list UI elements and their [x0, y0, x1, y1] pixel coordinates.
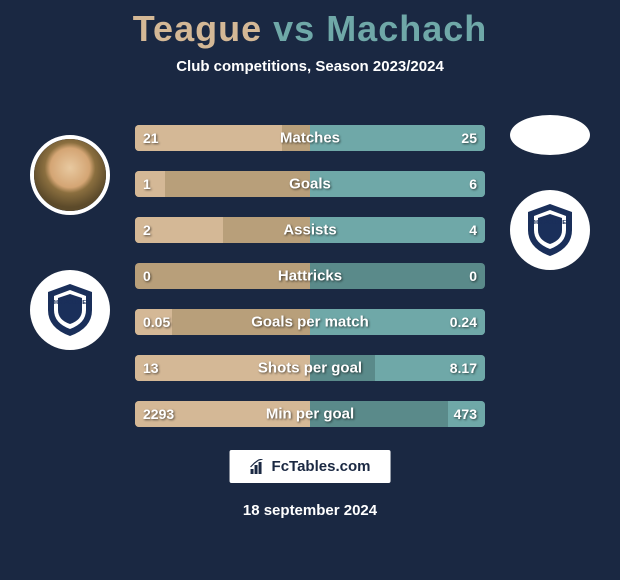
stat-left-value: 0.05 [143, 314, 170, 330]
chart-icon [250, 459, 266, 475]
player2-name: Machach [326, 8, 487, 49]
player2-avatar [510, 115, 590, 155]
footer-date: 18 september 2024 [243, 502, 377, 519]
stat-right-value: 0.24 [450, 314, 477, 330]
club-crest-icon: MELBOURNE [40, 280, 100, 340]
stats-bars: 21 25 Matches 1 6 Goals 2 4 Assists 0 0 Hattricks 0.… [135, 125, 485, 447]
stat-label: Min per goal [266, 406, 354, 423]
player1-face [34, 139, 106, 211]
player2-club-badge: MELBOURNE [510, 190, 590, 270]
stat-row: 2293 473 Min per goal [135, 401, 485, 427]
stat-row: 0 0 Hattricks [135, 263, 485, 289]
stat-row: 13 8.17 Shots per goal [135, 355, 485, 381]
stat-row: 1 6 Goals [135, 171, 485, 197]
stat-right-value: 0 [469, 268, 477, 284]
stat-left-value: 0 [143, 268, 151, 284]
stat-label: Assists [283, 222, 336, 239]
stat-left-value: 13 [143, 360, 159, 376]
svg-text:MELBOURNE: MELBOURNE [54, 300, 87, 306]
stat-right-value: 6 [469, 176, 477, 192]
stat-left-value: 1 [143, 176, 151, 192]
stat-left-value: 2293 [143, 406, 174, 422]
stat-label: Shots per goal [258, 360, 362, 377]
club-crest-icon: MELBOURNE [520, 200, 580, 260]
stat-label: Hattricks [278, 268, 342, 285]
stat-label: Goals per match [251, 314, 369, 331]
stat-row: 21 25 Matches [135, 125, 485, 151]
player1-avatar [30, 135, 110, 215]
brand-badge: FcTables.com [230, 450, 391, 483]
vs-text: vs [273, 8, 315, 49]
subtitle: Club competitions, Season 2023/2024 [0, 58, 620, 75]
brand-text: FcTables.com [272, 458, 371, 475]
stat-right-value: 25 [461, 130, 477, 146]
comparison-title: Teague vs Machach [0, 0, 620, 50]
stat-right-value: 4 [469, 222, 477, 238]
stat-left-value: 21 [143, 130, 159, 146]
svg-text:MELBOURNE: MELBOURNE [534, 220, 567, 226]
stat-label: Matches [280, 130, 340, 147]
stat-right-value: 8.17 [450, 360, 477, 376]
stat-right-value: 473 [454, 406, 477, 422]
player1-name: Teague [133, 8, 262, 49]
stat-row: 2 4 Assists [135, 217, 485, 243]
stat-row: 0.05 0.24 Goals per match [135, 309, 485, 335]
stat-left-value: 2 [143, 222, 151, 238]
player1-club-badge: MELBOURNE [30, 270, 110, 350]
stat-label: Goals [289, 176, 331, 193]
